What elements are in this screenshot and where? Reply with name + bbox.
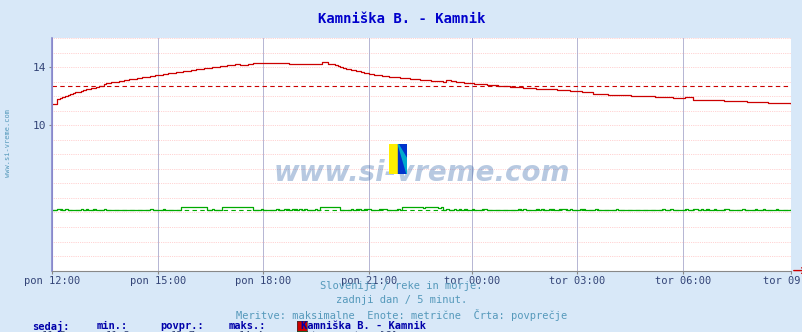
Text: maks.:: maks.:: [229, 321, 266, 331]
Text: 14,4: 14,4: [238, 331, 263, 332]
Text: zadnji dan / 5 minut.: zadnji dan / 5 minut.: [335, 295, 467, 305]
Text: sedaj:: sedaj:: [32, 321, 70, 332]
Text: Slovenija / reke in morje.: Slovenija / reke in morje.: [320, 281, 482, 290]
Text: 11,5: 11,5: [42, 331, 67, 332]
Polygon shape: [398, 144, 407, 174]
Bar: [389, 144, 398, 174]
Text: min.:: min.:: [96, 321, 128, 331]
Text: temperatura[C]: temperatura[C]: [310, 331, 397, 332]
Text: 11,3: 11,3: [106, 331, 131, 332]
Text: www.si-vreme.com: www.si-vreme.com: [273, 159, 569, 187]
Text: Meritve: maksimalne  Enote: metrične  Črta: povprečje: Meritve: maksimalne Enote: metrične Črta…: [236, 309, 566, 321]
Text: povpr.:: povpr.:: [160, 321, 204, 331]
Text: Kamniška B. - Kamnik: Kamniška B. - Kamnik: [318, 12, 484, 26]
Text: www.si-vreme.com: www.si-vreme.com: [5, 109, 11, 177]
Text: Kamniška B. - Kamnik: Kamniška B. - Kamnik: [301, 321, 426, 331]
Text: 12,7: 12,7: [170, 331, 195, 332]
Polygon shape: [398, 144, 407, 174]
